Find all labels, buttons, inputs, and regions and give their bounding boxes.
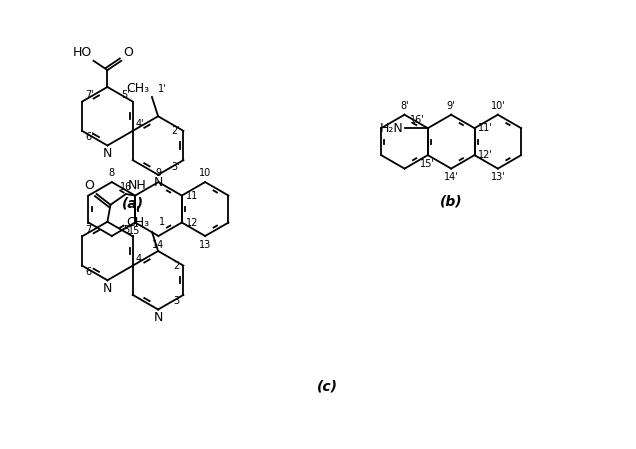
Text: 12: 12 <box>186 217 198 228</box>
Text: 13: 13 <box>199 240 211 250</box>
Text: 7: 7 <box>85 225 92 235</box>
Text: 4: 4 <box>136 254 142 264</box>
Text: 9': 9' <box>447 101 455 111</box>
Text: CH₃: CH₃ <box>127 82 149 95</box>
Text: 16: 16 <box>120 182 132 193</box>
Text: 9: 9 <box>155 168 162 178</box>
Text: 6': 6' <box>85 132 93 142</box>
Text: O: O <box>85 180 94 193</box>
Text: 8: 8 <box>109 168 115 178</box>
Text: 14: 14 <box>153 240 165 250</box>
Text: O: O <box>123 46 133 59</box>
Text: 5: 5 <box>123 225 130 235</box>
Text: (b): (b) <box>440 195 462 209</box>
Text: 8': 8' <box>400 101 409 111</box>
Text: 5': 5' <box>121 90 130 100</box>
Text: 1': 1' <box>158 84 166 94</box>
Text: 10: 10 <box>199 168 211 178</box>
Text: (c): (c) <box>317 379 338 393</box>
Text: 2: 2 <box>174 260 179 271</box>
Text: 11: 11 <box>186 190 198 201</box>
Text: 16': 16' <box>410 115 425 125</box>
Text: NH: NH <box>127 179 146 192</box>
Text: 15: 15 <box>128 226 141 236</box>
Text: 3: 3 <box>174 296 179 306</box>
Text: 11': 11' <box>478 123 493 133</box>
Text: 12': 12' <box>478 150 494 160</box>
Text: 2': 2' <box>171 126 179 136</box>
Text: 1: 1 <box>159 217 165 227</box>
Text: N: N <box>103 147 112 160</box>
Text: 10': 10' <box>490 101 505 111</box>
Text: 14': 14' <box>444 172 459 182</box>
Text: 15': 15' <box>420 159 434 169</box>
Text: (a): (a) <box>121 196 144 210</box>
Text: 13': 13' <box>490 172 505 182</box>
Text: HO: HO <box>73 46 92 59</box>
Text: 4': 4' <box>136 119 144 129</box>
Text: N: N <box>153 311 163 324</box>
Text: 7': 7' <box>85 90 94 100</box>
Text: CH₃: CH₃ <box>127 216 149 229</box>
Text: 6: 6 <box>85 267 92 277</box>
Text: N: N <box>153 176 163 189</box>
Text: N: N <box>103 282 112 295</box>
Text: H₂N: H₂N <box>380 122 403 135</box>
Text: 3': 3' <box>171 162 179 172</box>
